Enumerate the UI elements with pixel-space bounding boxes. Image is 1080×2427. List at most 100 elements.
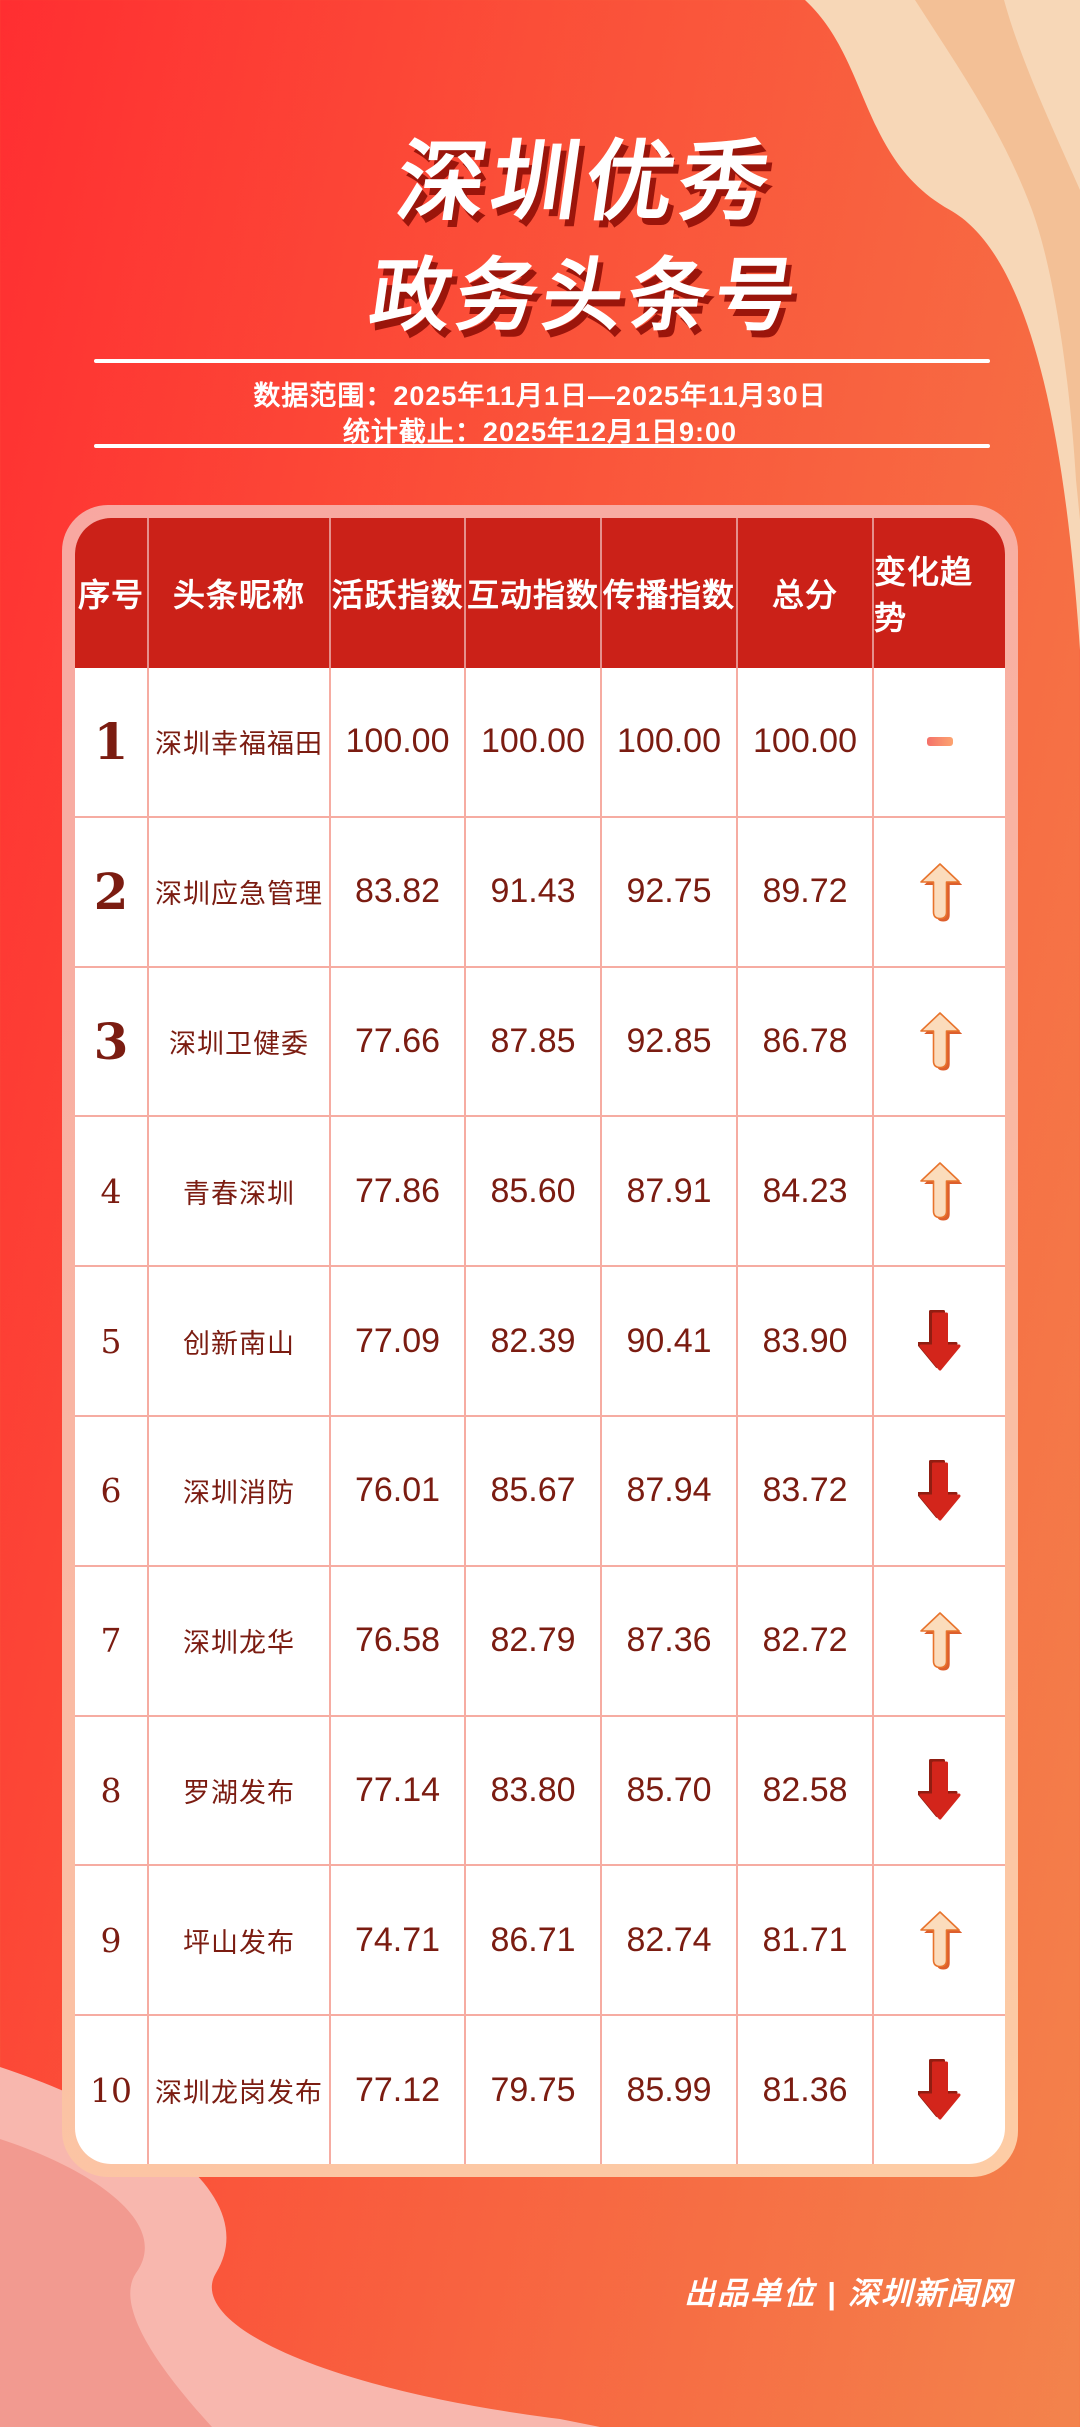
interaction-index-cell: 82.39 — [466, 1267, 602, 1415]
account-name-cell: 坪山发布 — [149, 1866, 331, 2015]
header-spread-index: 传播指数 — [602, 518, 738, 668]
stats-deadline-text: 统计截止：2025年12月1日9:00 — [342, 417, 738, 447]
spread-index-cell: 87.36 — [602, 1566, 738, 1715]
account-name-cell: 深圳消防 — [149, 1416, 331, 1565]
spread-index-cell: 85.70 — [602, 1716, 738, 1865]
activity-index-cell: 77.86 — [331, 1117, 466, 1266]
publisher-credit: 出品单位 | 深圳新闻网 — [684, 2276, 1013, 2311]
header-account-name: 头条昵称 — [149, 518, 331, 668]
total-score-cell: 83.72 — [738, 1416, 874, 1565]
table-row: 10 深圳龙岗发布 77.12 79.75 85.99 81.36 — [75, 2014, 1005, 2164]
table-row: 7 深圳龙华 76.58 82.79 87.36 82.72 — [75, 1564, 1005, 1715]
header-interaction-index: 互动指数 — [466, 518, 602, 668]
rank-cell: 7 — [75, 1566, 149, 1715]
interaction-index-cell: 100.00 — [466, 668, 602, 816]
total-score-cell: 81.71 — [738, 1866, 874, 2015]
interaction-index-cell: 85.67 — [466, 1416, 602, 1565]
spread-index-cell: 92.75 — [602, 817, 738, 966]
interaction-index-cell: 83.80 — [466, 1716, 602, 1865]
trend-cell — [874, 1117, 1005, 1265]
activity-index-cell: 77.12 — [331, 2016, 466, 2164]
account-name-cell: 罗湖发布 — [149, 1716, 331, 1865]
trend-cell — [874, 668, 1005, 816]
header-rank: 序号 — [75, 518, 149, 668]
activity-index-cell: 74.71 — [331, 1866, 466, 2015]
account-name-cell: 青春深圳 — [149, 1117, 331, 1266]
table-row: 2 深圳应急管理 83.82 91.43 92.75 89.72 — [75, 815, 1005, 966]
table-header-row: 序号 头条昵称 活跃指数 互动指数 传播指数 总分 变化趋势 — [75, 518, 1005, 668]
total-score-cell: 82.58 — [738, 1716, 874, 1865]
account-name-cell: 深圳龙华 — [149, 1566, 331, 1715]
interaction-index-cell: 79.75 — [466, 2016, 602, 2164]
arrow-up-icon — [919, 862, 962, 922]
ranking-table-card: 序号 头条昵称 活跃指数 互动指数 传播指数 总分 变化趋势 1 深圳幸福福田 … — [62, 505, 1018, 2177]
account-name-cell: 深圳卫健委 — [149, 967, 331, 1116]
poster-title-line1: 深圳优秀 — [391, 132, 782, 231]
header-total-score: 总分 — [738, 518, 874, 668]
header-trend: 变化趋势 — [874, 554, 974, 636]
interaction-index-cell: 82.79 — [466, 1566, 602, 1715]
arrow-up-icon — [919, 1611, 962, 1671]
arrow-down-icon — [917, 1310, 960, 1371]
arrow-down-icon — [917, 2059, 960, 2120]
rank-cell: 6 — [75, 1416, 149, 1565]
trend-cell — [874, 1567, 1005, 1715]
account-name-cell: 深圳龙岗发布 — [149, 2016, 331, 2164]
account-name-cell: 深圳应急管理 — [149, 817, 331, 966]
total-score-cell: 81.36 — [738, 2016, 874, 2164]
spread-index-cell: 100.00 — [602, 668, 738, 816]
table-row: 9 坪山发布 74.71 86.71 82.74 81.71 — [75, 1864, 1005, 2015]
table-row: 6 深圳消防 76.01 85.67 87.94 83.72 — [75, 1414, 1005, 1565]
ranking-table: 序号 头条昵称 活跃指数 互动指数 传播指数 总分 变化趋势 1 深圳幸福福田 … — [75, 518, 1005, 2164]
spread-index-cell: 92.85 — [602, 967, 738, 1116]
trend-cell — [874, 818, 1005, 966]
trend-cell — [874, 1267, 1005, 1415]
arrow-down-icon — [917, 1759, 960, 1820]
total-score-cell: 82.72 — [738, 1566, 874, 1715]
header-activity-index: 活跃指数 — [331, 518, 466, 668]
rank-cell: 5 — [75, 1267, 149, 1415]
activity-index-cell: 76.58 — [331, 1566, 466, 1715]
rank-cell: 8 — [75, 1716, 149, 1865]
rank-cell: 10 — [75, 2016, 149, 2164]
rank-cell: 2 — [75, 817, 149, 966]
account-name-cell: 创新南山 — [149, 1267, 331, 1415]
rank-cell: 3 — [75, 967, 149, 1116]
activity-index-cell: 76.01 — [331, 1416, 466, 1565]
activity-index-cell: 100.00 — [331, 668, 466, 816]
activity-index-cell: 77.09 — [331, 1267, 466, 1415]
table-body: 1 深圳幸福福田 100.00 100.00 100.00 100.00 2 深… — [75, 668, 1005, 2164]
date-range-text: 数据范围：2025年11月1日—2025年11月30日 — [253, 381, 827, 411]
interaction-index-cell: 85.60 — [466, 1117, 602, 1266]
spread-index-cell: 87.91 — [602, 1117, 738, 1266]
spread-index-cell: 82.74 — [602, 1866, 738, 2015]
total-score-cell: 86.78 — [738, 967, 874, 1116]
total-score-cell: 83.90 — [738, 1267, 874, 1415]
trend-cell — [874, 1866, 1005, 2014]
table-row: 5 创新南山 77.09 82.39 90.41 83.90 — [75, 1265, 1005, 1415]
interaction-index-cell: 87.85 — [466, 967, 602, 1116]
arrow-up-icon — [919, 1012, 962, 1071]
rank-cell: 4 — [75, 1117, 149, 1266]
top-right-wave-decoration — [805, 0, 1080, 650]
activity-index-cell: 83.82 — [331, 817, 466, 966]
interaction-index-cell: 86.71 — [466, 1866, 602, 2015]
poster-title: 深圳优秀 政务头条号 — [46, 132, 1080, 340]
poster-title-line2: 政务头条号 — [364, 251, 808, 340]
table-row: 1 深圳幸福福田 100.00 100.00 100.00 100.00 — [75, 668, 1005, 816]
table-row: 3 深圳卫健委 77.66 87.85 92.85 86.78 — [75, 965, 1005, 1116]
spread-index-cell: 87.94 — [602, 1416, 738, 1565]
rank-cell: 9 — [75, 1866, 149, 2015]
bottom-divider-line — [94, 444, 990, 448]
spread-index-cell: 85.99 — [602, 2016, 738, 2164]
arrow-down-icon — [917, 1459, 960, 1521]
arrow-up-icon — [919, 1911, 962, 1970]
dash-icon — [926, 737, 953, 747]
interaction-index-cell: 91.43 — [466, 817, 602, 966]
trend-cell — [874, 1717, 1005, 1865]
rank-cell: 1 — [75, 668, 149, 816]
spread-index-cell: 90.41 — [602, 1267, 738, 1415]
trend-cell — [874, 968, 1005, 1116]
top-divider-line — [94, 359, 990, 363]
arrow-up-icon — [919, 1162, 962, 1221]
